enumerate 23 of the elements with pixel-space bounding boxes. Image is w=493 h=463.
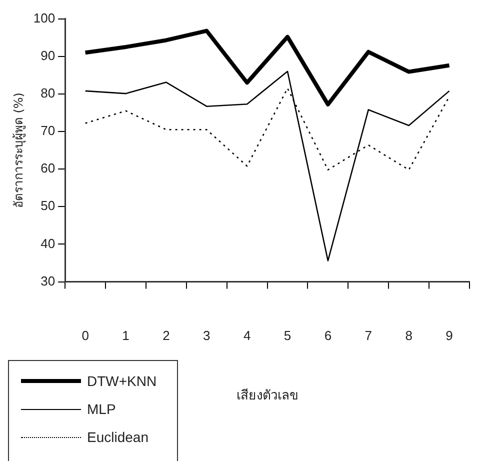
x-tick-label: 2 xyxy=(162,328,170,344)
legend-label: MLP xyxy=(87,401,116,417)
y-tick-label: 90 xyxy=(40,48,56,63)
x-tick-label: 9 xyxy=(446,328,453,344)
y-tick-label: 70 xyxy=(40,123,56,138)
x-tick-label: 5 xyxy=(284,328,292,344)
x-tick-label: 8 xyxy=(405,328,412,344)
y-tick-label: 100 xyxy=(33,10,56,26)
legend-label: Euclidean xyxy=(87,429,148,445)
y-tick-label: 40 xyxy=(40,236,56,251)
x-axis-title: เสียงตัวเลข xyxy=(236,388,298,404)
x-tick-label: 0 xyxy=(82,328,89,344)
x-tick-label: 3 xyxy=(203,328,210,344)
x-tick-label: 7 xyxy=(364,328,372,344)
y-tick-label: 80 xyxy=(40,86,56,101)
y-axis-title: อัตราการระบุผู้พูด (%) xyxy=(11,92,26,208)
legend-label: DTW+KNN xyxy=(87,373,157,389)
x-tick-label: 4 xyxy=(243,328,251,344)
y-tick-label: 50 xyxy=(40,198,56,214)
x-tick-label: 6 xyxy=(324,328,332,344)
y-tick-label: 60 xyxy=(40,160,56,176)
y-tick-label: 30 xyxy=(40,273,56,288)
x-tick-label: 1 xyxy=(122,328,130,344)
